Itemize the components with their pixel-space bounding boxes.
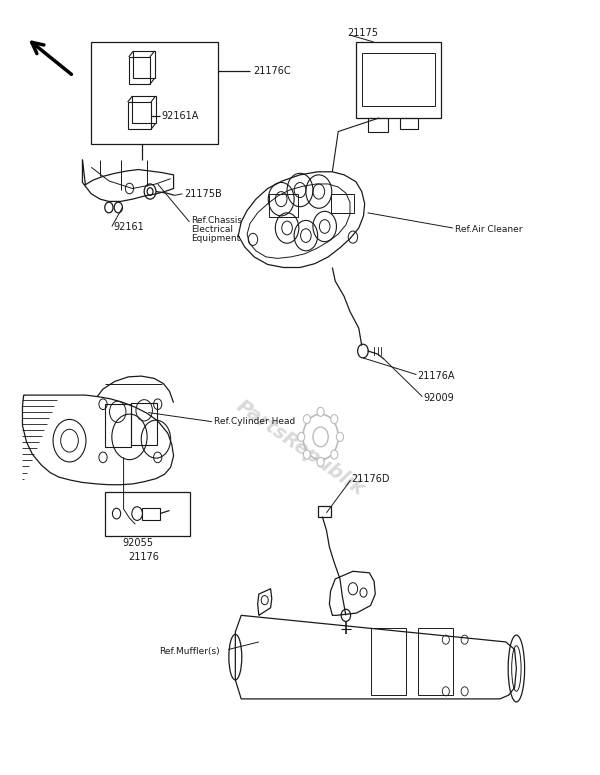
Text: 21176A: 21176A [418, 371, 455, 381]
Bar [317, 506, 331, 517]
Text: 21176: 21176 [128, 552, 159, 562]
Circle shape [298, 432, 305, 442]
Bar [129, 57, 150, 84]
Text: Ref.Muffler(s): Ref.Muffler(s) [159, 647, 220, 656]
Bar [269, 194, 298, 217]
Bar [105, 405, 131, 446]
Bar [133, 51, 155, 78]
Text: Electrical: Electrical [191, 225, 233, 234]
Text: Ref.Chassis: Ref.Chassis [191, 216, 242, 225]
Bar [105, 491, 190, 536]
Text: Equipment: Equipment [191, 234, 241, 243]
Bar [131, 403, 157, 445]
Text: 92055: 92055 [122, 538, 154, 548]
Circle shape [317, 457, 324, 467]
Bar [362, 53, 435, 106]
Bar [91, 42, 218, 144]
Text: PartsRepublik: PartsRepublik [232, 397, 368, 500]
Text: 21175B: 21175B [184, 189, 222, 199]
Bar [368, 118, 388, 132]
Bar [418, 629, 453, 695]
Text: 92009: 92009 [424, 393, 454, 403]
Text: Ref.Cylinder Head: Ref.Cylinder Head [214, 417, 295, 426]
Circle shape [331, 450, 338, 459]
Text: 21176D: 21176D [352, 474, 390, 484]
Bar [356, 42, 441, 118]
Text: 21176C: 21176C [253, 66, 290, 76]
Bar [133, 96, 155, 123]
Circle shape [304, 415, 310, 424]
Circle shape [331, 415, 338, 424]
Bar [331, 194, 354, 213]
Text: 92161: 92161 [113, 222, 145, 232]
Bar [400, 118, 418, 129]
Circle shape [337, 432, 344, 442]
Bar [128, 102, 151, 129]
Text: 21175: 21175 [347, 28, 378, 38]
Bar [142, 508, 160, 520]
Text: Ref.Air Cleaner: Ref.Air Cleaner [455, 225, 522, 234]
Circle shape [304, 450, 310, 459]
Bar [371, 629, 406, 695]
Text: 92161A: 92161A [161, 111, 199, 121]
Circle shape [317, 407, 324, 416]
